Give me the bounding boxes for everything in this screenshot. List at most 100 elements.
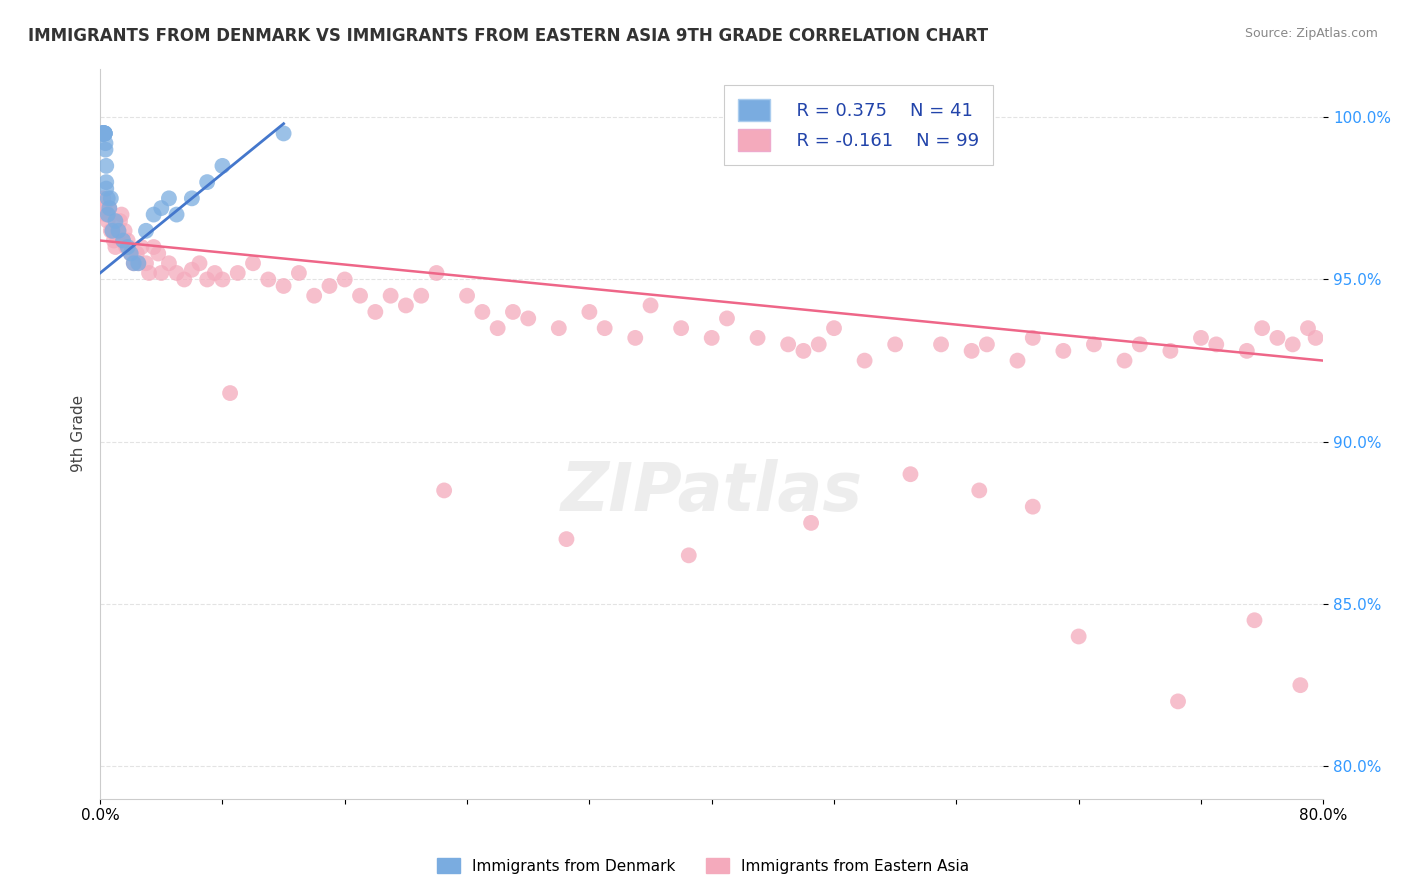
Point <box>471 305 494 319</box>
Point <box>127 256 149 270</box>
Point <box>97 191 120 205</box>
Point <box>122 256 145 270</box>
Point <box>96 159 118 173</box>
Point <box>91 127 114 141</box>
Point <box>91 127 114 141</box>
Point <box>112 234 135 248</box>
Point <box>96 175 118 189</box>
Point <box>148 246 170 260</box>
Point <box>273 127 295 141</box>
Point <box>142 208 165 222</box>
Point <box>242 256 264 270</box>
Point <box>1159 343 1181 358</box>
Point <box>180 191 202 205</box>
Point <box>318 279 340 293</box>
Point <box>364 305 387 319</box>
Point <box>93 127 115 141</box>
Point <box>211 159 233 173</box>
Point <box>173 272 195 286</box>
Point <box>93 127 115 141</box>
Point <box>96 181 118 195</box>
Point <box>204 266 226 280</box>
Point <box>188 256 211 270</box>
Point <box>1007 353 1029 368</box>
Point <box>333 272 356 286</box>
Point <box>1067 630 1090 644</box>
Point <box>108 214 131 228</box>
Point <box>135 256 157 270</box>
Point <box>778 337 800 351</box>
Point <box>1189 331 1212 345</box>
Point <box>1052 343 1074 358</box>
Point <box>97 208 120 222</box>
Point <box>349 289 371 303</box>
Point <box>1083 337 1105 351</box>
Point <box>100 224 122 238</box>
Point <box>166 266 188 280</box>
Point <box>425 266 447 280</box>
Point <box>101 224 124 238</box>
Legend:   R = 0.375    N = 41,   R = -0.161    N = 99: R = 0.375 N = 41, R = -0.161 N = 99 <box>724 85 994 165</box>
Point <box>929 337 952 351</box>
Point <box>1289 678 1312 692</box>
Point <box>226 266 249 280</box>
Point <box>98 201 121 215</box>
Point <box>678 549 700 563</box>
Point <box>716 311 738 326</box>
Point <box>104 214 127 228</box>
Point <box>100 191 122 205</box>
Point <box>157 256 180 270</box>
Text: IMMIGRANTS FROM DENMARK VS IMMIGRANTS FROM EASTERN ASIA 9TH GRADE CORRELATION CH: IMMIGRANTS FROM DENMARK VS IMMIGRANTS FR… <box>28 27 988 45</box>
Point <box>157 191 180 205</box>
Point <box>1305 331 1327 345</box>
Point <box>1243 613 1265 627</box>
Point <box>823 321 845 335</box>
Point <box>120 246 142 260</box>
Point <box>96 208 118 222</box>
Point <box>1267 331 1289 345</box>
Point <box>900 467 922 482</box>
Point <box>91 127 114 141</box>
Point <box>131 240 153 254</box>
Point <box>98 201 121 215</box>
Point <box>486 321 509 335</box>
Point <box>90 127 112 141</box>
Point <box>104 240 127 254</box>
Point <box>1236 343 1258 358</box>
Point <box>93 201 115 215</box>
Text: ZIPatlas: ZIPatlas <box>561 459 863 525</box>
Point <box>93 127 115 141</box>
Point <box>93 127 115 141</box>
Point <box>1129 337 1152 351</box>
Point <box>180 262 202 277</box>
Point <box>122 256 145 270</box>
Point <box>624 331 647 345</box>
Point <box>211 272 233 286</box>
Legend: Immigrants from Denmark, Immigrants from Eastern Asia: Immigrants from Denmark, Immigrants from… <box>430 852 976 880</box>
Point <box>91 127 114 141</box>
Point <box>105 230 128 244</box>
Point <box>1022 500 1045 514</box>
Point <box>91 127 114 141</box>
Point <box>257 272 280 286</box>
Point <box>273 279 295 293</box>
Point <box>502 305 524 319</box>
Point <box>142 240 165 254</box>
Point <box>103 234 125 248</box>
Point <box>976 337 998 351</box>
Point <box>195 272 218 286</box>
Point <box>411 289 433 303</box>
Point <box>853 353 876 368</box>
Point <box>93 127 115 141</box>
Point <box>960 343 983 358</box>
Point <box>120 246 142 260</box>
Y-axis label: 9th Grade: 9th Grade <box>72 395 86 472</box>
Point <box>114 224 136 238</box>
Point <box>1022 331 1045 345</box>
Point <box>138 266 160 280</box>
Point <box>125 246 148 260</box>
Point <box>107 224 129 238</box>
Point <box>517 311 540 326</box>
Point <box>195 175 218 189</box>
Point <box>110 208 132 222</box>
